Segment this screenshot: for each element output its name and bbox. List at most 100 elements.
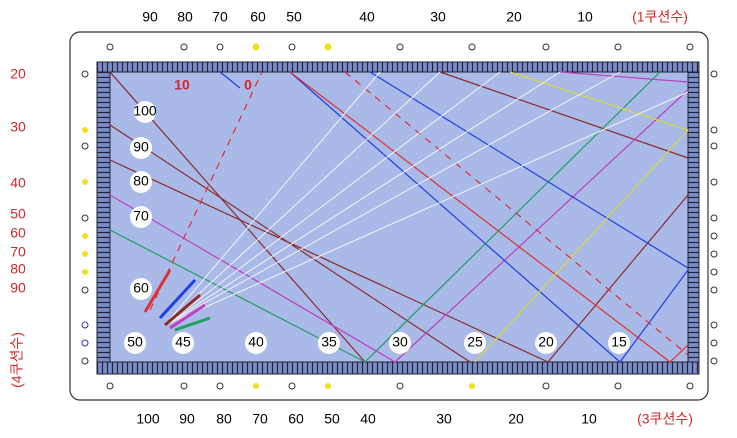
left-label: 90: [10, 280, 26, 296]
top-label: 50: [286, 9, 302, 25]
diamond: [106, 43, 114, 51]
cue: [158, 278, 197, 320]
diamond: [81, 339, 89, 347]
diamond: [106, 382, 114, 390]
bottom-label: 60: [288, 411, 304, 427]
diamond: [81, 142, 89, 150]
dashed-line: [344, 71, 689, 356]
diamond: [325, 383, 331, 389]
diamond: [710, 339, 718, 347]
diamond: [614, 382, 622, 390]
diamond: [542, 382, 550, 390]
diamond: [542, 43, 550, 51]
path-line: [547, 194, 689, 363]
bottom-label: 80: [216, 411, 232, 427]
diamond: [81, 286, 89, 294]
diamond: [82, 233, 88, 239]
labels: 90 80 70 60 50 40 30 20 10 (1쿠션수)100 90 80 70 60 50 40 3…: [9, 9, 693, 427]
diamond: [710, 268, 718, 276]
circle-label: 70: [133, 208, 149, 224]
diamond: [288, 43, 296, 51]
top-label: 30: [430, 9, 446, 25]
diamond: [324, 43, 332, 51]
diamond: [81, 357, 89, 365]
circle-label: 45: [175, 334, 191, 350]
path-line: [109, 159, 549, 363]
top-label: 40: [359, 9, 375, 25]
circle-label: 50: [127, 334, 143, 350]
bottom-label: (3쿠션수): [637, 411, 693, 427]
diamond: [82, 251, 88, 257]
circle-label: 25: [467, 334, 483, 350]
circle-label: 100: [133, 103, 157, 119]
diamond: [216, 43, 224, 51]
bottom-label: 90: [179, 411, 195, 427]
diamond: [710, 232, 718, 240]
circle-label: 90: [133, 139, 149, 155]
label-badge: [124, 332, 146, 354]
diamond: [710, 142, 718, 150]
path-line: [509, 71, 689, 131]
circle-label: 15: [611, 334, 627, 350]
label-badge: [130, 137, 152, 159]
diamond: [82, 179, 88, 185]
label-badge: [130, 171, 152, 193]
left-label: 70: [10, 244, 26, 260]
rail-left: [96, 71, 111, 363]
label-badge: [172, 332, 194, 354]
rail-right: [687, 71, 700, 363]
left-label: 60: [10, 225, 26, 241]
white-line: [164, 71, 501, 326]
bottom-label: 20: [508, 411, 524, 427]
path-line: [109, 124, 471, 363]
label-badge: [245, 332, 267, 354]
diamond: [396, 382, 404, 390]
diamond: [396, 43, 404, 51]
left-label: 20: [10, 66, 26, 82]
circle-label: 35: [321, 334, 337, 350]
diamond: [469, 383, 475, 389]
label-badge: [130, 278, 152, 300]
diamonds: [81, 43, 718, 390]
diamond: [468, 43, 476, 51]
diamond: [614, 43, 622, 51]
diamond: [710, 214, 718, 222]
paths: [109, 71, 689, 363]
circle-label: 80: [133, 173, 149, 189]
bottom-label: 70: [252, 411, 268, 427]
path-line: [219, 71, 241, 89]
top-label: 70: [212, 9, 228, 25]
circle-label: 40: [248, 334, 264, 350]
circle-label: 30: [392, 334, 408, 350]
path-line: [289, 71, 621, 363]
playfield: [109, 71, 689, 363]
left-label: 80: [10, 261, 26, 277]
path-line: [669, 344, 689, 363]
diamond: [81, 214, 89, 222]
top-label: 20: [506, 9, 522, 25]
bottom-label: 40: [360, 411, 376, 427]
bottom-label: 30: [436, 411, 452, 427]
bottom-label: 100: [136, 411, 160, 427]
diamond: [81, 321, 89, 329]
label-badge: [134, 101, 156, 123]
diamond: [216, 382, 224, 390]
label-badge: [608, 332, 630, 354]
top-label: (1쿠션수): [632, 9, 688, 25]
diamond: [252, 43, 260, 51]
left-label: (4쿠션수): [9, 332, 25, 388]
left-label: 30: [10, 119, 26, 135]
bottom-label: 50: [324, 411, 340, 427]
diamond: [82, 127, 88, 133]
diamond: [710, 250, 718, 258]
white-line: [164, 71, 621, 326]
top-label: 90: [142, 9, 158, 25]
label-badge: [130, 206, 152, 228]
diamond: [710, 357, 718, 365]
label-badge: [535, 332, 557, 354]
circle-label: 20: [538, 334, 554, 350]
rail-top: [96, 61, 700, 73]
diamond: [710, 126, 718, 134]
bottom-label: 10: [581, 411, 597, 427]
diamond: [81, 70, 89, 78]
